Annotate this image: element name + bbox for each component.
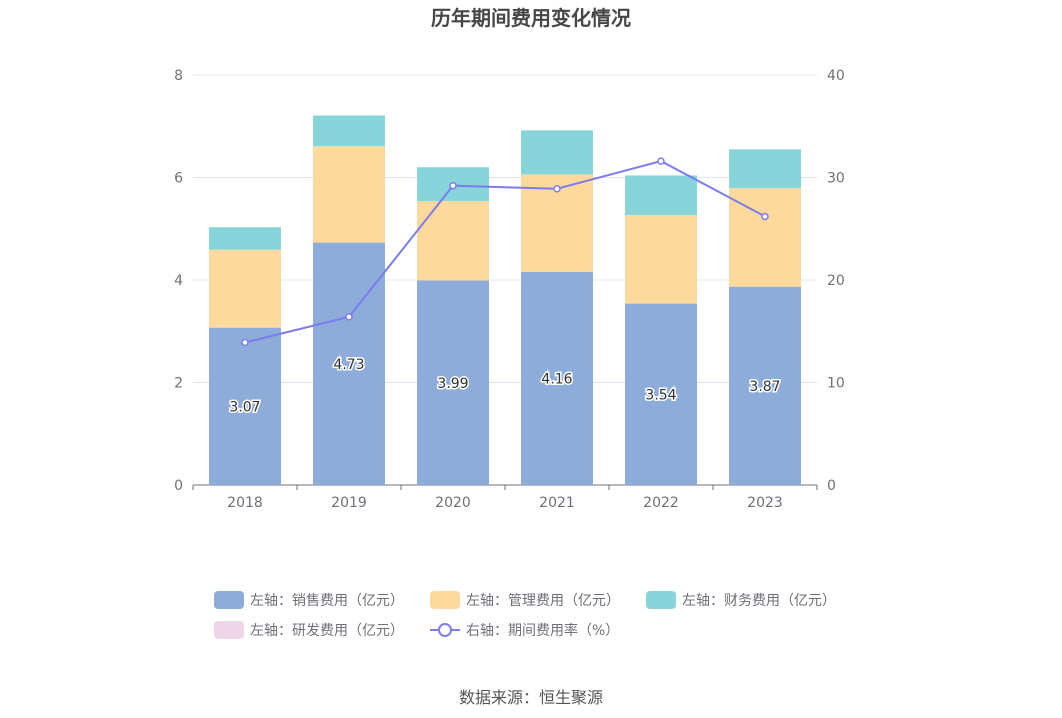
expense-rate-point	[761, 212, 769, 221]
bar-segment-1	[729, 286, 801, 485]
legend-item[interactable]: 左轴：管理费用（亿元）	[430, 590, 620, 610]
bar-segment-3	[521, 130, 593, 175]
bar-data-label: 3.54	[645, 387, 676, 403]
bar-segment-2	[209, 249, 281, 328]
bar-data-label: 4.73	[333, 357, 364, 373]
bar-segment-3	[313, 115, 385, 147]
left-axis-tick-label: 8	[174, 68, 183, 84]
bar-segment-1	[417, 280, 489, 485]
data-source-note: 数据来源：恒生聚源	[458, 688, 603, 707]
bar-segment-2	[313, 146, 385, 243]
legend-label: 右轴：期间费用率（%）	[466, 623, 620, 639]
bar-segment-3	[625, 175, 697, 215]
bar-segment-1	[521, 271, 593, 485]
bar-segment-3	[209, 227, 281, 250]
bar-segment-1	[625, 303, 697, 485]
left-axis-tick-label: 2	[174, 376, 183, 392]
expense-rate-line	[244, 160, 766, 344]
legend-swatch	[214, 591, 244, 609]
bar-data-label: 3.87	[749, 379, 780, 395]
x-axis-tick-label: 2022	[643, 495, 679, 511]
x-axis-tick-label: 2019	[331, 495, 367, 511]
bar-segment-1	[209, 327, 281, 485]
expense-rate-point	[553, 185, 561, 193]
left-axis-tick-label: 0	[174, 478, 183, 494]
legend-item[interactable]: 右轴：期间费用率（%）	[430, 620, 619, 640]
legend-item[interactable]: 左轴：研发费用（亿元）	[214, 620, 404, 640]
bar-data-label: 3.99	[437, 376, 468, 392]
bar-data-label: 3.07	[229, 399, 260, 415]
legend-label: 左轴：研发费用（亿元）	[250, 623, 404, 639]
bar-segment-3	[729, 149, 801, 189]
legend-label: 左轴：财务费用（亿元）	[682, 593, 836, 609]
legend-item[interactable]: 左轴：销售费用（亿元）	[214, 590, 404, 610]
legend-item[interactable]: 左轴：财务费用（亿元）	[646, 590, 836, 610]
x-axis-tick-label: 2023	[747, 495, 783, 511]
right-axis-tick-label: 10	[827, 376, 845, 392]
bar-segment-1	[313, 242, 385, 485]
expense-rate-point	[345, 313, 353, 321]
legend-line-swatch-icon	[430, 623, 460, 637]
bar-segment-2	[417, 201, 489, 281]
legend-swatch	[214, 621, 244, 639]
legend-label: 左轴：管理费用（亿元）	[466, 593, 620, 609]
chart-title: 历年期间费用变化情况	[431, 6, 631, 30]
right-axis-tick-label: 20	[827, 273, 845, 289]
legend-swatch	[646, 591, 676, 609]
x-axis-tick-label: 2018	[227, 495, 263, 511]
x-axis-tick-label: 2020	[435, 495, 471, 511]
bar-segment-2	[625, 214, 697, 304]
expense-rate-point	[241, 338, 249, 347]
right-axis-tick-label: 0	[827, 478, 836, 494]
bar-data-label: 4.16	[541, 371, 572, 387]
left-axis-tick-label: 4	[174, 273, 183, 289]
legend-swatch	[430, 591, 460, 609]
left-axis-tick-label: 6	[174, 171, 183, 187]
expense-rate-point	[449, 181, 457, 190]
right-axis-tick-label: 30	[827, 171, 845, 187]
expense-rate-point	[657, 157, 665, 165]
legend-label: 左轴：销售费用（亿元）	[250, 593, 404, 609]
right-axis-tick-label: 40	[827, 68, 845, 84]
x-axis-tick-label: 2021	[539, 495, 575, 511]
